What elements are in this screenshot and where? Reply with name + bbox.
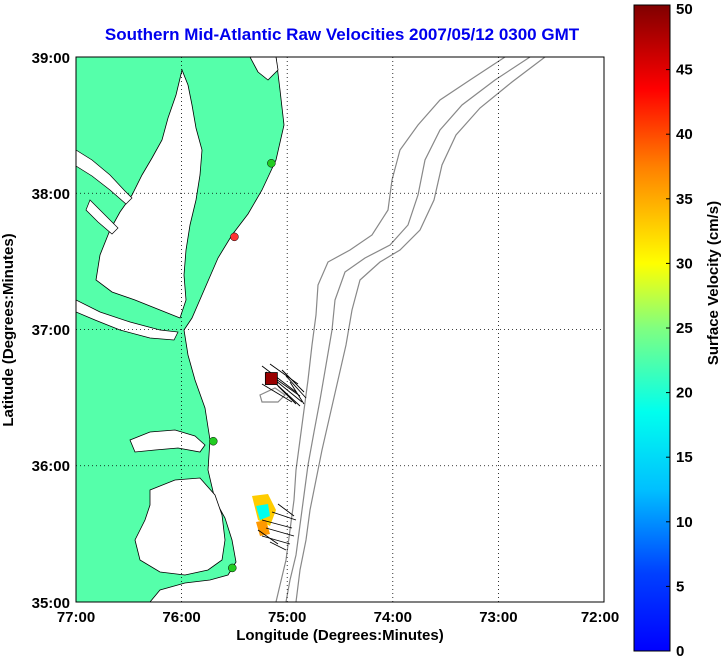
albemarle-sound: [129, 429, 206, 453]
colorbar-tick-label: 40: [676, 126, 693, 143]
y-tick-label: 38:00: [32, 186, 70, 203]
station-dot: [267, 159, 276, 168]
y-tick-label: 35:00: [32, 595, 70, 612]
colorbar-tick-label: 50: [676, 1, 693, 18]
site-marker-square: [264, 372, 278, 385]
x-axis-ticks: 77:00 76:00 75:00 74:00 73:00 72:00: [57, 609, 619, 626]
velocity-patch-cyan: [256, 504, 270, 520]
velocity-vectors-south: [252, 494, 297, 551]
velocity-patch-orange: [256, 520, 270, 536]
colorbar-tick-label: 25: [676, 320, 693, 337]
y-axis-label: Latitude (Degrees:Minutes): [0, 233, 17, 426]
colorbar-tick-label: 5: [676, 578, 684, 595]
plot-frame: [75, 56, 605, 603]
grid-lines: [76, 57, 604, 602]
colorbar-tick-label: 0: [676, 643, 684, 659]
y-tick-label: 37:00: [32, 322, 70, 339]
delaware-bay: [249, 57, 279, 81]
colorbar: 0 5 10 15 20 25 30 35 40 45 50 Surface Velocity (c…: [633, 1, 722, 659]
y-tick-label: 39:00: [32, 50, 70, 67]
x-tick-label: 73:00: [479, 609, 517, 626]
colorbar-ticks: 0 5 10 15 20 25 30 35 40 45 50: [666, 1, 693, 659]
potomac-river: [76, 149, 133, 205]
chesapeake-bay: [95, 68, 203, 319]
colorbar-tick-label: 15: [676, 449, 693, 466]
x-tick-label: 76:00: [162, 609, 200, 626]
colorbar-tick-label: 20: [676, 385, 693, 402]
y-axis-ticks: 35:00 36:00 37:00 38:00 39:00: [32, 50, 70, 612]
x-tick-label: 72:00: [581, 609, 619, 626]
station-dot: [230, 232, 239, 242]
station-markers: [209, 159, 276, 573]
x-tick-label: 74:00: [374, 609, 412, 626]
plot-area: [75, 56, 605, 603]
x-tick-label: 75:00: [268, 609, 306, 626]
rappahannock-river: [85, 199, 119, 235]
colorbar-tick-label: 10: [676, 514, 693, 531]
colorbar-tick-label: 30: [676, 255, 693, 272]
colorbar-label: Surface Velocity (cm/s): [705, 201, 722, 365]
x-axis-label: Longitude (Degrees:Minutes): [236, 627, 444, 644]
x-tick-label: 77:00: [57, 609, 95, 626]
colorbar-gradient: [633, 4, 671, 652]
colorbar-tick-label: 35: [676, 191, 693, 208]
colorbar-tick-label: 45: [676, 62, 693, 79]
james-river: [76, 299, 179, 341]
station-dot: [209, 436, 218, 446]
station-dot: [228, 563, 237, 573]
chart-title: Southern Mid-Atlantic Raw Velocities 200…: [105, 25, 580, 44]
y-tick-label: 36:00: [32, 458, 70, 475]
pamlico-sound: [134, 477, 226, 576]
